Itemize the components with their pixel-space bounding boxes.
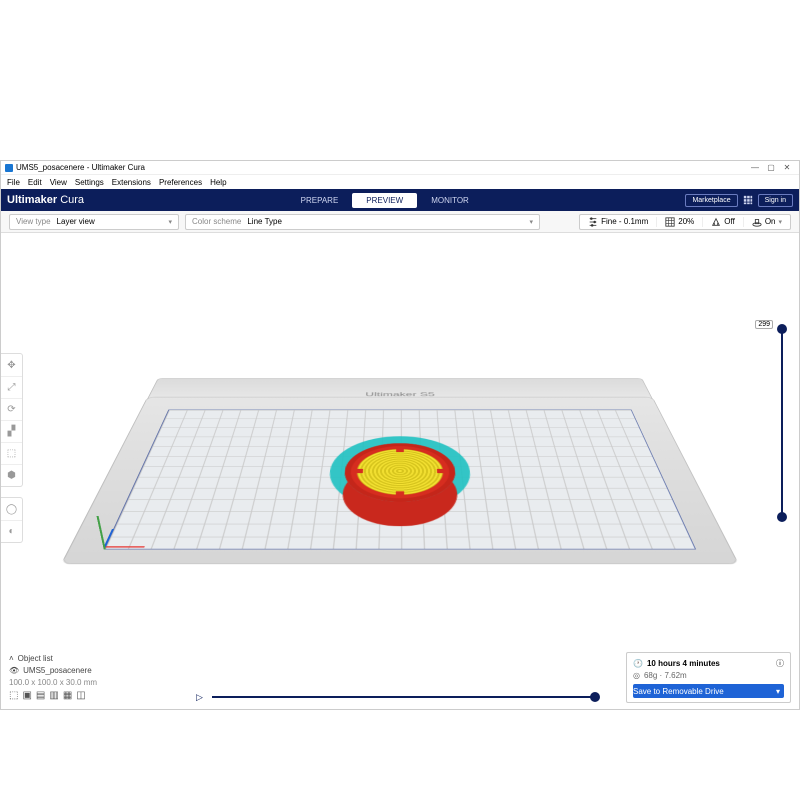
menu-edit[interactable]: Edit: [28, 178, 42, 187]
printer-name-label: Ultimaker S5: [365, 391, 435, 397]
cfg-support-value: Off: [724, 217, 735, 226]
app-icon: [5, 164, 13, 172]
tool-mesh[interactable]: ⬚: [1, 442, 22, 464]
chevron-down-icon[interactable]: ▾: [772, 687, 784, 696]
adhesion-icon: [752, 217, 762, 227]
brand: Ultimaker Cura: [7, 194, 84, 206]
apps-icon[interactable]: [742, 194, 754, 206]
layer-slider[interactable]: 299: [775, 318, 789, 528]
cfg-infill[interactable]: 20%: [656, 217, 702, 227]
stage-tabs: PREPARE PREVIEW MONITOR: [84, 193, 685, 208]
view-left-icon[interactable]: ▥: [49, 690, 58, 701]
window-title: UMS5_posacenere - Ultimaker Cura: [16, 163, 145, 172]
chevron-down-icon: ▾: [778, 218, 782, 226]
axis-x: [103, 546, 145, 547]
view-top-icon[interactable]: ▤: [36, 690, 45, 701]
chevron-up-icon: ˄: [9, 654, 14, 663]
titlebar: UMS5_posacenere - Ultimaker Cura — ▢ ✕: [1, 161, 799, 175]
chevron-down-icon: ▾: [168, 218, 172, 226]
view-front-icon[interactable]: ▣: [22, 690, 31, 701]
scene: Ultimaker S5: [140, 341, 660, 601]
save-button[interactable]: Save to Removable Drive ▾: [633, 684, 784, 698]
maximize-button[interactable]: ▢: [763, 163, 779, 172]
colorscheme-value: Line Type: [247, 217, 523, 226]
infill-icon: [665, 217, 675, 227]
save-button-label: Save to Removable Drive: [633, 687, 724, 696]
print-time: 10 hours 4 minutes: [647, 659, 720, 668]
cfg-profile-value: Fine - 0.1mm: [601, 217, 648, 226]
save-panel: 🕐 10 hours 4 minutes ⓘ ◎ 68g · 7.62m Sav…: [626, 652, 791, 703]
menubar: File Edit View Settings Extensions Prefe…: [1, 175, 799, 189]
simulation-slider-handle[interactable]: [590, 692, 600, 702]
view-orientation-icons: ⬚ ▣ ▤ ▥ ▦ ◫: [9, 690, 97, 701]
view-3d-icon[interactable]: ⬚: [9, 690, 18, 701]
app-window: UMS5_posacenere - Ultimaker Cura — ▢ ✕ F…: [0, 160, 800, 710]
tab-prepare[interactable]: PREPARE: [287, 193, 353, 208]
tab-preview[interactable]: PREVIEW: [352, 193, 417, 208]
cfg-profile[interactable]: Fine - 0.1mm: [580, 217, 656, 227]
sliders-icon: [588, 217, 598, 227]
viewtype-value: Layer view: [57, 217, 163, 226]
chevron-down-icon: ▾: [529, 218, 533, 226]
menu-file[interactable]: File: [7, 178, 20, 187]
play-button[interactable]: ▷: [196, 692, 203, 703]
colorscheme-dropdown[interactable]: Color scheme Line Type ▾: [185, 214, 540, 230]
topbar: Ultimaker Cura PREPARE PREVIEW MONITOR M…: [1, 189, 799, 211]
menu-settings[interactable]: Settings: [75, 178, 104, 187]
viewtype-dropdown[interactable]: View type Layer view ▾: [9, 214, 179, 230]
tool-custom2[interactable]: ◐: [1, 520, 22, 542]
simulation-slider[interactable]: ▷: [200, 690, 600, 704]
eye-icon[interactable]: 👁: [9, 666, 19, 675]
spool-icon: ◎: [633, 671, 640, 680]
marketplace-button[interactable]: Marketplace: [685, 194, 737, 207]
layer-max-badge: 299: [755, 320, 773, 329]
viewtype-label: View type: [16, 217, 51, 226]
object-list-panel: ˄ Object list 👁 UMS5_posacenere 100.0 x …: [9, 652, 97, 701]
cfg-infill-value: 20%: [678, 217, 694, 226]
menu-preferences[interactable]: Preferences: [159, 178, 202, 187]
close-button[interactable]: ✕: [779, 163, 795, 172]
view-iso-icon[interactable]: ◫: [76, 690, 85, 701]
model-preview: [325, 436, 475, 511]
signin-button[interactable]: Sign in: [758, 194, 793, 207]
info-icon[interactable]: ⓘ: [776, 658, 784, 669]
menu-view[interactable]: View: [50, 178, 67, 187]
cfg-adhesion[interactable]: On ▾: [743, 217, 790, 227]
tool-mirror[interactable]: ▞: [1, 420, 22, 442]
tool-move[interactable]: ✥: [1, 354, 22, 376]
clock-icon: 🕐: [633, 659, 643, 668]
support-icon: [711, 217, 721, 227]
layer-slider-bottom-handle[interactable]: [777, 512, 787, 522]
cfg-adhesion-value: On: [765, 217, 776, 226]
topbar-right: Marketplace Sign in: [685, 194, 793, 207]
minimize-button[interactable]: —: [747, 163, 763, 172]
tool-scale[interactable]: ⤢: [1, 376, 22, 398]
left-toolbar: ✥ ⤢ ⟳ ▞ ⬚ ⬢: [1, 353, 23, 487]
menu-help[interactable]: Help: [210, 178, 226, 187]
viewport-3d[interactable]: Ultimaker S5: [1, 233, 799, 709]
material-estimate: 68g · 7.62m: [644, 671, 687, 680]
menu-extensions[interactable]: Extensions: [112, 178, 151, 187]
brand-left: Ultimaker: [7, 194, 57, 206]
tab-monitor[interactable]: MONITOR: [417, 193, 483, 208]
brand-right: Cura: [60, 194, 84, 206]
tool-support-blocker[interactable]: ⬢: [1, 464, 22, 486]
print-config[interactable]: Fine - 0.1mm 20% Off On ▾: [579, 214, 791, 230]
tool-rotate[interactable]: ⟳: [1, 398, 22, 420]
object-list-item[interactable]: 👁 UMS5_posacenere: [9, 664, 97, 676]
object-list-header[interactable]: ˄ Object list: [9, 652, 97, 664]
object-dimensions: 100.0 x 100.0 x 30.0 mm: [9, 676, 97, 688]
settings-bar: View type Layer view ▾ Color scheme Line…: [1, 211, 799, 233]
tool-custom1[interactable]: ◯: [1, 498, 22, 520]
colorscheme-label: Color scheme: [192, 217, 241, 226]
layer-slider-top-handle[interactable]: [777, 324, 787, 334]
cfg-support[interactable]: Off: [702, 217, 743, 227]
build-volume-edges: [104, 410, 697, 550]
model-walls: [342, 443, 458, 501]
view-right-icon[interactable]: ▦: [63, 690, 72, 701]
left-toolbar-secondary: ◯ ◐: [1, 497, 23, 543]
